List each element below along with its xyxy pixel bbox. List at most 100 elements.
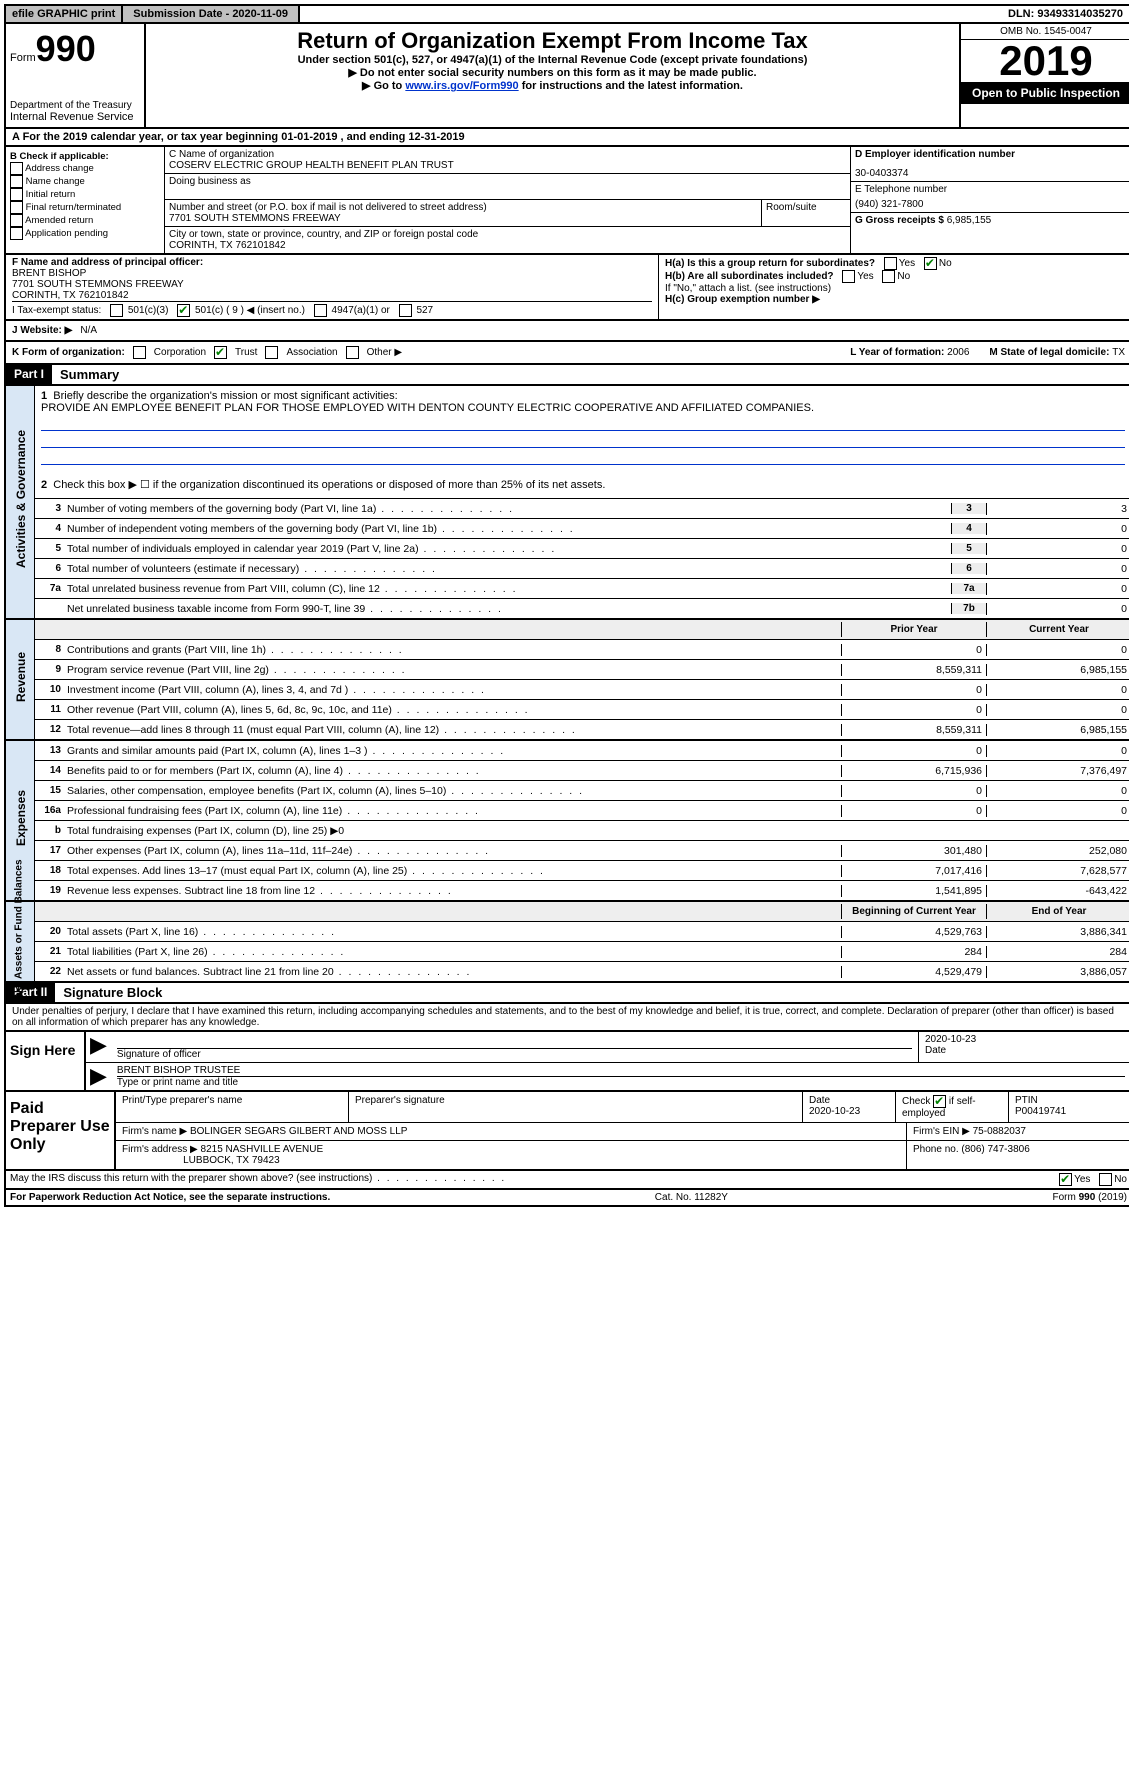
col-c: C Name of organization COSERV ELECTRIC G… <box>165 147 850 253</box>
f-label: F Name and address of principal officer: <box>12 257 652 268</box>
b-opt-0[interactable]: Address change <box>10 162 160 175</box>
officer-addr1: 7701 SOUTH STEMMONS FREEWAY <box>12 279 652 290</box>
m-label: M State of legal domicile: <box>989 347 1112 358</box>
perjury-text: Under penalties of perjury, I declare th… <box>4 1004 1129 1032</box>
mission-text: PROVIDE AN EMPLOYEE BENEFIT PLAN FOR THO… <box>41 402 814 414</box>
k-assoc[interactable]: Association <box>286 347 337 358</box>
website-value: N/A <box>80 325 97 336</box>
prep-name-label: Print/Type preparer's name <box>116 1092 349 1122</box>
prep-date-label: Date <box>809 1095 830 1106</box>
sign-name: BRENT BISHOP TRUSTEE <box>117 1065 1125 1077</box>
l-val: 2006 <box>947 347 969 358</box>
firm-name: BOLINGER SEGARS GILBERT AND MOSS LLP <box>190 1126 407 1137</box>
efile-print-button[interactable]: efile GRAPHIC print <box>6 6 123 22</box>
i-opt-501c3[interactable]: 501(c)(3) <box>128 305 169 316</box>
q2-text: Check this box ▶ ☐ if the organization d… <box>53 478 605 491</box>
table-row: 21Total liabilities (Part X, line 26)284… <box>35 942 1129 962</box>
net-side-label: Net Assets or Fund Balances <box>14 888 25 998</box>
table-row: 17Other expenses (Part IX, column (A), l… <box>35 841 1129 861</box>
prep-sig-label: Preparer's signature <box>349 1092 803 1122</box>
table-row: 6Total number of volunteers (estimate if… <box>35 559 1129 579</box>
sign-here-block: Sign Here ▶ Signature of officer 2020-10… <box>4 1032 1129 1092</box>
table-row: 20Total assets (Part X, line 16)4,529,76… <box>35 922 1129 942</box>
i-opt-527[interactable]: 527 <box>416 305 433 316</box>
irs-link[interactable]: www.irs.gov/Form990 <box>405 80 518 92</box>
top-bar: efile GRAPHIC print Submission Date - 20… <box>4 4 1129 24</box>
b-heading: B Check if applicable: <box>10 151 160 162</box>
dba-label: Doing business as <box>169 176 846 187</box>
table-row: 5Total number of individuals employed in… <box>35 539 1129 559</box>
firm-addr2: LUBBOCK, TX 79423 <box>183 1155 280 1166</box>
table-row: 16aProfessional fundraising fees (Part I… <box>35 801 1129 821</box>
section-klm: K Form of organization: Corporation Trus… <box>4 342 1129 365</box>
section-fh: F Name and address of principal officer:… <box>4 255 1129 321</box>
ein-label: D Employer identification number <box>855 149 1127 160</box>
j-label: J Website: ▶ <box>12 325 72 336</box>
period-label: A For the 2019 calendar year, or tax yea… <box>12 131 281 143</box>
sig-officer-label: Signature of officer <box>117 1049 912 1060</box>
dln: DLN: 93493314035270 <box>1000 6 1129 22</box>
discuss-row: May the IRS discuss this return with the… <box>4 1171 1129 1190</box>
table-row: 19Revenue less expenses. Subtract line 1… <box>35 881 1129 900</box>
rev-section: Revenue Prior Year Current Year 8Contrib… <box>4 620 1129 741</box>
hc-label: H(c) Group exemption number ▶ <box>665 294 820 305</box>
officer-addr2: CORINTH, TX 762101842 <box>12 290 652 301</box>
b-opt-4[interactable]: Amended return <box>10 214 160 227</box>
net-section: Net Assets or Fund Balances Beginning of… <box>4 902 1129 983</box>
ptin-value: P00419741 <box>1015 1106 1066 1117</box>
dept-irs: Internal Revenue Service <box>10 111 140 123</box>
i-opt-4947[interactable]: 4947(a)(1) or <box>332 305 390 316</box>
form-header: Form990 Department of the Treasury Inter… <box>4 24 1129 129</box>
period-end: 12-31-2019 <box>408 131 464 143</box>
rev-side-label: Revenue <box>14 632 28 722</box>
table-row: 9Program service revenue (Part VIII, lin… <box>35 660 1129 680</box>
table-row: bTotal fundraising expenses (Part IX, co… <box>35 821 1129 841</box>
b-opt-3[interactable]: Final return/terminated <box>10 201 160 214</box>
col-de: D Employer identification number 30-0403… <box>850 147 1129 253</box>
table-row: 10Investment income (Part VIII, column (… <box>35 680 1129 700</box>
ha-label: H(a) Is this a group return for subordin… <box>665 258 875 269</box>
table-row: 11Other revenue (Part VIII, column (A), … <box>35 700 1129 720</box>
paid-preparer-block: Paid Preparer Use Only Print/Type prepar… <box>4 1092 1129 1171</box>
sign-date: 2020-10-23 <box>925 1034 1125 1045</box>
k-other[interactable]: Other ▶ <box>367 347 402 358</box>
firm-ein-label: Firm's EIN ▶ <box>913 1126 973 1137</box>
k-trust[interactable]: Trust <box>235 347 257 358</box>
firm-addr1: 8215 NASHVILLE AVENUE <box>201 1144 324 1155</box>
firm-label: Firm's name ▶ <box>122 1126 190 1137</box>
ptin-label: PTIN <box>1015 1095 1038 1106</box>
exp-side-label: Expenses <box>14 773 28 863</box>
table-row: 4Number of independent voting members of… <box>35 519 1129 539</box>
addr-label: Number and street (or P.O. box if mail i… <box>169 202 757 213</box>
ein-value: 30-0403374 <box>855 160 1127 179</box>
b-opt-2[interactable]: Initial return <box>10 188 160 201</box>
form-subtitle-1: Under section 501(c), 527, or 4947(a)(1)… <box>154 54 951 66</box>
prior-year-header: Prior Year <box>841 622 986 637</box>
footer-right: Form 990 (2019) <box>1053 1192 1127 1203</box>
city-label: City or town, state or province, country… <box>169 229 846 240</box>
gross-value: 6,985,155 <box>947 215 992 226</box>
discuss-text: May the IRS discuss this return with the… <box>10 1173 506 1186</box>
table-row: 12Total revenue—add lines 8 through 11 (… <box>35 720 1129 739</box>
current-year-header: Current Year <box>986 622 1129 637</box>
form-prefix: Form <box>10 52 36 64</box>
k-corp[interactable]: Corporation <box>154 347 206 358</box>
b-opt-1[interactable]: Name change <box>10 175 160 188</box>
l-label: L Year of formation: <box>850 347 947 358</box>
q1-text: Briefly describe the organization's miss… <box>53 390 397 402</box>
sign-name-label: Type or print name and title <box>117 1077 1125 1088</box>
table-row: 15Salaries, other compensation, employee… <box>35 781 1129 801</box>
b-opt-5[interactable]: Application pending <box>10 227 160 240</box>
form-subtitle-2: ▶ Do not enter social security numbers o… <box>154 66 951 79</box>
prep-check-pre: Check <box>902 1096 930 1107</box>
part1-header: Part I <box>6 365 52 384</box>
officer-name: BRENT BISHOP <box>12 268 652 279</box>
form-title: Return of Organization Exempt From Incom… <box>154 28 951 54</box>
i-opt-501c[interactable]: 501(c) ( 9 ) ◀ (insert no.) <box>195 305 305 316</box>
hb-label: H(b) Are all subordinates included? <box>665 271 834 282</box>
exp-section: Expenses 13Grants and similar amounts pa… <box>4 741 1129 902</box>
table-row: 7aTotal unrelated business revenue from … <box>35 579 1129 599</box>
firm-addr-label: Firm's address ▶ <box>122 1144 201 1155</box>
table-row: 8Contributions and grants (Part VIII, li… <box>35 640 1129 660</box>
room-label: Room/suite <box>762 200 850 226</box>
